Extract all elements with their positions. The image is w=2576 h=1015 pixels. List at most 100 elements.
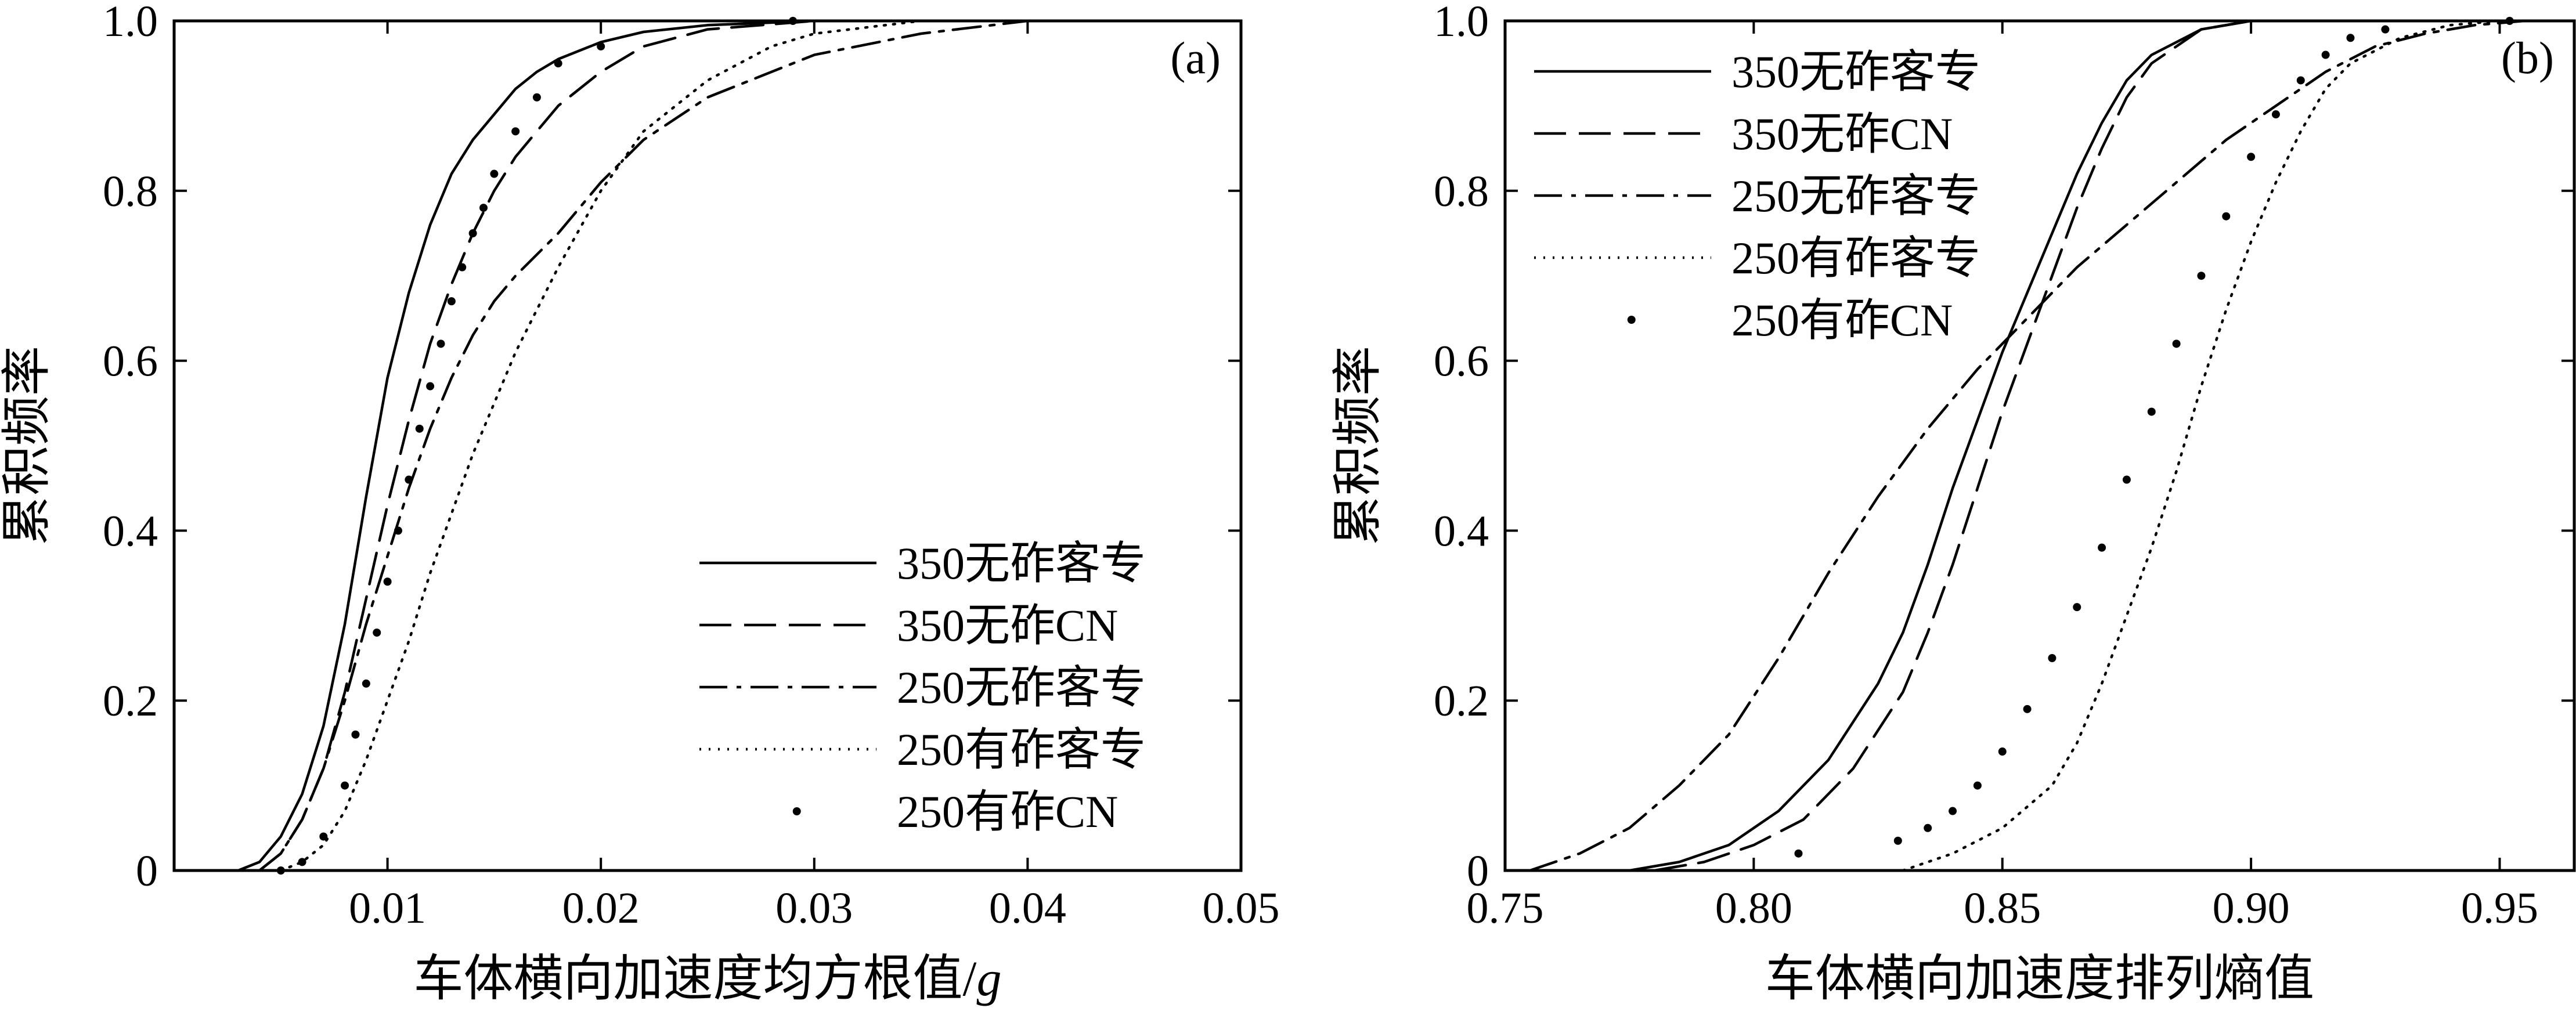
data-point xyxy=(2505,17,2514,25)
data-point xyxy=(383,577,392,586)
data-point xyxy=(2172,339,2181,348)
legend-label: 250有砟客专 xyxy=(897,724,1146,775)
x-tick-label: 0.90 xyxy=(2213,884,2290,933)
data-point xyxy=(341,781,349,790)
legend-label: 250无砟客专 xyxy=(1731,171,1980,221)
data-point xyxy=(2147,407,2156,416)
series-line-dashed xyxy=(258,19,816,872)
x-axis-title: 车体横向加速度排列熵值 xyxy=(1765,951,2314,1006)
legend-label: 350无砟客专 xyxy=(1731,46,1980,97)
data-point xyxy=(2048,654,2057,662)
y-tick-label: 0.2 xyxy=(103,677,158,725)
data-point xyxy=(2296,76,2305,85)
data-point xyxy=(2197,272,2206,280)
plot-frame xyxy=(172,19,1243,872)
series-line-dotted xyxy=(279,19,922,872)
data-point xyxy=(2321,50,2330,59)
x-tick-label: 0.85 xyxy=(1964,884,2041,933)
y-tick-label: 1.0 xyxy=(103,0,158,46)
panel-a-chart: 0 0.2 0.4 0.6 0.8 1.0 0.01 0.02 0.03 0.04 0.05 车体横向… xyxy=(0,0,1280,1006)
x-tick-label: 0.01 xyxy=(349,884,426,933)
data-point xyxy=(351,730,360,739)
series-points xyxy=(276,17,798,875)
data-point xyxy=(436,339,445,348)
y-tick-label: 0 xyxy=(1467,847,1489,895)
data-point xyxy=(490,169,499,178)
y-tick-label: 0.6 xyxy=(1434,337,1489,386)
data-point xyxy=(468,229,477,237)
legend-label: 250有砟CN xyxy=(1731,295,1953,345)
data-point xyxy=(479,204,488,212)
legend-marker xyxy=(1627,316,1636,324)
panel-tag: (a) xyxy=(1170,32,1221,83)
series-line-dashdot xyxy=(1528,19,2526,872)
series-line-dashdot xyxy=(258,19,1136,872)
data-point xyxy=(1794,849,1803,858)
data-point xyxy=(394,526,402,535)
y-tick-label: 0 xyxy=(136,847,158,895)
legend: 350无砟客专 350无砟CN 250无砟客专 250有砟客专 250有砟CN xyxy=(699,538,1146,837)
data-point xyxy=(447,297,456,306)
data-point xyxy=(276,866,285,875)
y-tick-label: 0.6 xyxy=(103,337,158,386)
data-point xyxy=(532,93,541,102)
series-points xyxy=(1794,17,2514,858)
data-point xyxy=(1924,823,1932,832)
y-tick-label: 0.4 xyxy=(103,507,158,555)
data-point xyxy=(415,424,424,433)
data-point xyxy=(2271,110,2280,119)
legend-label: 350无砟客专 xyxy=(897,538,1146,588)
panel-b-chart: 0 0.2 0.4 0.6 0.8 1.0 0.75 0.80 0.85 0.90 0.95 车体横向… xyxy=(1330,0,2576,1006)
data-point xyxy=(1998,747,2007,756)
data-point xyxy=(1949,807,1957,815)
x-tick-label: 0.03 xyxy=(775,884,853,933)
y-tick-label: 1.0 xyxy=(1434,0,1489,46)
data-point xyxy=(2023,705,2032,713)
x-tick-label: 0.04 xyxy=(989,884,1066,933)
data-point xyxy=(2073,603,2081,612)
y-tick-label: 0.8 xyxy=(1434,167,1489,216)
x-tick-label: 0.05 xyxy=(1203,884,1280,933)
data-point xyxy=(2346,34,2355,42)
legend-label: 350无砟CN xyxy=(897,600,1118,651)
data-point xyxy=(458,263,467,272)
y-axis-title: 累积频率 xyxy=(0,346,55,546)
x-tick-label: 0.95 xyxy=(2461,884,2538,933)
legend-label: 250无砟客专 xyxy=(897,662,1146,713)
data-point xyxy=(597,42,605,50)
data-point xyxy=(2098,543,2106,552)
y-tick-label: 0.2 xyxy=(1434,677,1489,725)
legend: 350无砟客专 350无砟CN 250无砟客专 250有砟客专 250有砟CN xyxy=(1534,46,1980,345)
x-tick-label: 0.02 xyxy=(562,884,640,933)
legend-label: 250有砟客专 xyxy=(1731,233,1980,283)
data-point xyxy=(1893,836,1902,845)
y-tick-label: 0.8 xyxy=(103,167,158,216)
data-point xyxy=(373,628,381,637)
x-tick-label: 0.75 xyxy=(1467,884,1544,933)
data-point xyxy=(2122,475,2131,484)
panel-tag: (b) xyxy=(2501,32,2554,83)
legend-label: 250有砟CN xyxy=(897,786,1118,837)
data-point xyxy=(426,382,435,391)
legend-label: 350无砟CN xyxy=(1731,109,1953,159)
y-tick-label: 0.4 xyxy=(1434,507,1489,555)
legend-marker xyxy=(792,807,801,815)
x-axis-title: 车体横向加速度均方根值/g xyxy=(414,951,1002,1006)
series-line-solid xyxy=(237,19,922,872)
x-tick-label: 0.80 xyxy=(1715,884,1792,933)
data-point xyxy=(362,679,370,688)
data-point xyxy=(554,59,562,68)
data-point xyxy=(405,475,413,484)
data-point xyxy=(2381,25,2390,34)
data-point xyxy=(319,832,328,841)
plot-frame xyxy=(1503,19,2576,872)
data-point xyxy=(2247,153,2256,161)
data-point xyxy=(511,127,520,136)
data-point xyxy=(789,17,798,25)
data-point xyxy=(298,858,306,866)
data-point xyxy=(1973,781,1982,790)
series-line-dashed xyxy=(1653,19,2303,872)
series-line-solid xyxy=(1628,19,2303,872)
data-point xyxy=(2222,212,2231,221)
